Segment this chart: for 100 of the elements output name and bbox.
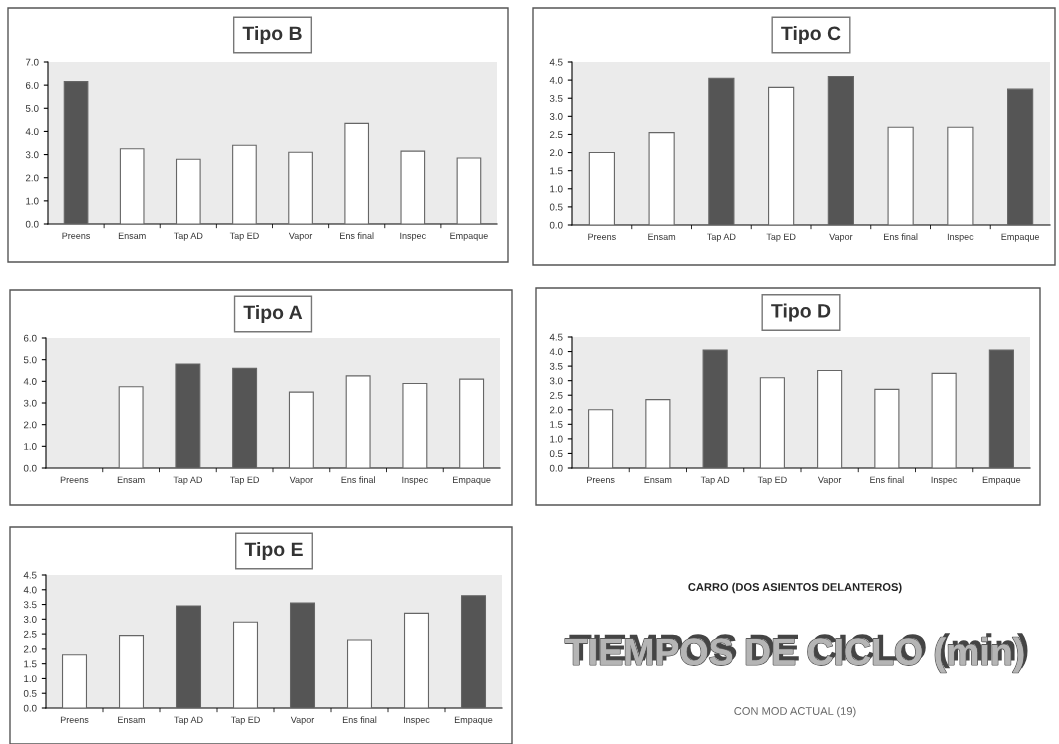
- bar: [119, 148, 145, 224]
- bar: [175, 363, 201, 468]
- x-tick-label: Ensam: [118, 232, 146, 239]
- y-tick-label: 2.0: [549, 406, 563, 414]
- x-tick-label: Ens final: [341, 476, 375, 483]
- bar: [1007, 88, 1034, 225]
- y-tick-label: 1.5: [550, 421, 563, 428]
- bar: [232, 621, 259, 708]
- y-tick-label: 4.5: [23, 571, 37, 579]
- x-tick-label: Vapor: [829, 233, 853, 242]
- y-tick-label: 3.5: [549, 94, 563, 102]
- y-tick-label: 1.0: [26, 197, 39, 205]
- x-tick-label: Empaque: [454, 716, 493, 725]
- bar: [645, 399, 671, 468]
- x-tick-label: Tap AD: [173, 476, 202, 485]
- y-tick-label: 3.0: [549, 377, 563, 385]
- y-tick-label: 4.0: [23, 586, 37, 594]
- y-tick-label: 6.0: [23, 334, 37, 342]
- bar: [456, 157, 482, 224]
- x-tick-label: Tap ED: [230, 476, 259, 485]
- y-tick-label: 6.0: [25, 81, 39, 89]
- y-tick-label: 4.0: [549, 76, 563, 84]
- y-tick-label: 4.0: [23, 378, 37, 385]
- x-tick-label: Tap AD: [174, 716, 203, 725]
- x-tick-label: Inspec: [931, 476, 958, 485]
- chart-title: Tipo A: [243, 304, 303, 324]
- bar: [702, 349, 728, 468]
- y-tick-label: 0.5: [549, 203, 563, 211]
- y-tick-label: 7.0: [25, 58, 39, 66]
- chart-title: Tipo B: [242, 25, 302, 45]
- bar: [988, 349, 1014, 468]
- y-tick-label: 2.0: [23, 645, 37, 653]
- chart-title: Tipo D: [771, 303, 831, 322]
- bar: [768, 86, 795, 225]
- x-tick-label: Tap AD: [700, 476, 730, 485]
- y-tick-label: 1.5: [550, 167, 563, 175]
- x-tick-label: Ens final: [340, 232, 374, 239]
- x-tick-label: Inspec: [404, 716, 430, 725]
- x-tick-label: Vapor: [288, 232, 313, 241]
- x-tick-label: Inspec: [947, 233, 974, 242]
- x-tick-label: Tap ED: [757, 476, 787, 485]
- x-tick-label: Preens: [62, 232, 91, 239]
- y-tick-label: 4.0: [549, 348, 563, 356]
- y-tick-label: 3.5: [549, 362, 563, 370]
- text: TIEMPOS DE CICLO (min): [565, 633, 1028, 673]
- bar: [345, 375, 371, 468]
- bar: [588, 409, 614, 468]
- x-tick-label: Preens: [588, 233, 616, 240]
- bar: [232, 144, 257, 224]
- bar: [887, 126, 914, 225]
- x-tick-label: Empaque: [450, 232, 488, 241]
- bar: [588, 152, 615, 225]
- x-tick-label: Ensam: [648, 233, 676, 240]
- chart-title: Tipo E: [244, 541, 303, 561]
- bar: [118, 386, 144, 468]
- bar: [63, 81, 89, 224]
- bar: [61, 654, 88, 708]
- y-tick-label: 1.0: [24, 675, 37, 683]
- bar: [400, 150, 426, 224]
- x-tick-label: Tap ED: [229, 232, 259, 241]
- bar: [232, 367, 258, 468]
- x-tick-label: Inspec: [400, 232, 426, 241]
- x-tick-label: Vapor: [289, 476, 313, 485]
- y-tick-label: 2.5: [549, 391, 563, 399]
- x-tick-label: Ens final: [870, 476, 904, 483]
- x-tick-label: Ens final: [342, 716, 377, 723]
- y-tick-label: 4.5: [549, 333, 563, 341]
- x-tick-label: Tap ED: [766, 233, 796, 242]
- bar: [288, 391, 314, 468]
- bar: [344, 122, 370, 224]
- x-tick-label: Vapor: [817, 476, 842, 485]
- bar: [118, 635, 145, 708]
- y-tick-label: 1.0: [550, 185, 563, 193]
- bar: [827, 75, 854, 225]
- x-tick-label: Ensam: [118, 716, 145, 723]
- bar: [947, 126, 974, 225]
- bar: [402, 382, 428, 468]
- y-tick-label: 4.5: [549, 58, 563, 66]
- x-tick-label: Preens: [60, 476, 89, 483]
- y-tick-label: 0.0: [549, 221, 563, 229]
- y-tick-label: 1.0: [24, 443, 37, 450]
- bar: [346, 639, 373, 708]
- text: CON MOD ACTUAL (19): [734, 706, 856, 718]
- x-tick-label: Ensam: [117, 476, 145, 483]
- y-tick-label: 3.0: [23, 399, 37, 407]
- y-tick-label: 3.0: [549, 113, 563, 120]
- x-tick-label: Preens: [587, 476, 615, 483]
- bar: [175, 158, 201, 224]
- bar: [289, 602, 316, 708]
- y-tick-label: 0.0: [23, 464, 37, 472]
- bar: [708, 77, 735, 225]
- y-tick-label: 1.5: [24, 660, 37, 668]
- x-tick-label: Inspec: [402, 476, 428, 485]
- bar: [460, 595, 487, 708]
- bar: [175, 605, 202, 708]
- y-tick-label: 2.5: [23, 630, 37, 638]
- bar: [759, 377, 785, 468]
- bar: [648, 132, 675, 225]
- bar: [874, 388, 900, 468]
- bar: [288, 151, 313, 224]
